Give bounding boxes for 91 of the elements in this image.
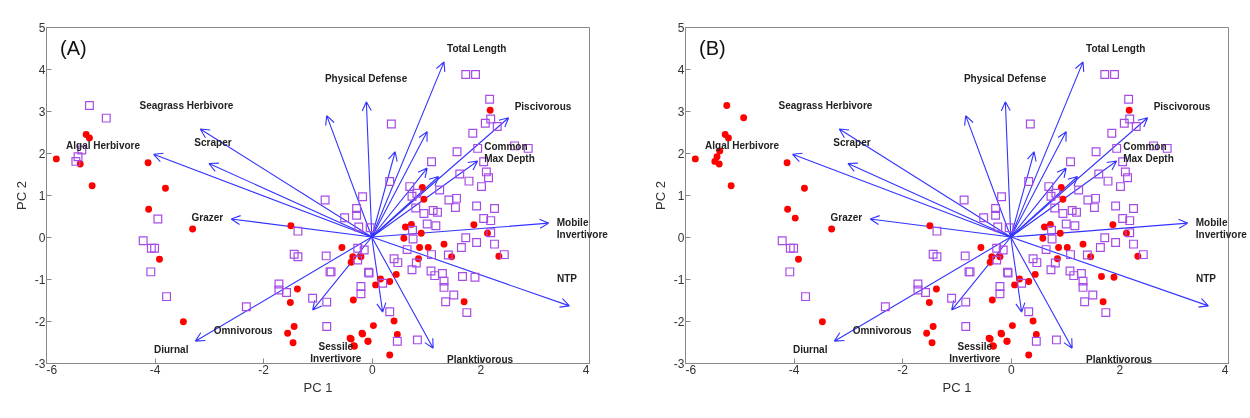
annotation: Grazer	[830, 211, 863, 223]
x-tick-label: -2	[897, 362, 909, 377]
text: (B)	[699, 37, 726, 59]
point	[392, 270, 400, 278]
point	[390, 317, 398, 325]
annotation: NTP	[1196, 272, 1217, 284]
point	[287, 222, 295, 230]
y-tick-label: 1	[38, 188, 46, 203]
point	[145, 205, 153, 213]
point	[338, 244, 346, 251]
point	[156, 255, 163, 263]
point	[424, 244, 432, 251]
annotation: Mobile Invertivore	[1195, 216, 1248, 240]
y-tick-label: 2	[38, 146, 46, 161]
x-tick-label: -2	[258, 362, 270, 377]
y-axis-title: PC 2	[13, 181, 29, 210]
annotation: Omnivorous	[213, 325, 274, 337]
annotation: Algal Herbivore	[66, 140, 141, 152]
point	[162, 184, 169, 192]
annotation: Diurnal	[153, 344, 189, 356]
point	[418, 183, 426, 191]
annotation: Sessile Invertivore	[949, 341, 1001, 365]
point	[286, 299, 294, 306]
x-tick-label: -4	[788, 362, 800, 377]
x-tick-label: -4	[149, 362, 161, 377]
x-axis-title: PC 1	[303, 379, 333, 395]
y-tick-label: 1	[677, 188, 685, 203]
annotation: NTP	[557, 272, 578, 284]
y-tick-label: 0	[677, 230, 685, 245]
annotation: Physical Defense	[324, 72, 408, 84]
point	[393, 330, 401, 338]
annotation: Total Length	[1086, 43, 1146, 55]
y-tick-label: -1	[34, 272, 46, 287]
y-tick-label: 4	[38, 62, 46, 77]
point	[402, 223, 409, 231]
point	[460, 298, 468, 306]
annotation: Seagrass Herbivore	[778, 99, 873, 111]
y-tick-label: 3	[38, 104, 46, 119]
point	[440, 240, 448, 248]
point	[386, 351, 394, 359]
annotation: Omnivorous	[852, 325, 913, 337]
annotation: Physical Defense	[963, 72, 1047, 84]
annotation: Algal Herbivore	[705, 140, 780, 152]
annotation: Total Length	[447, 43, 507, 55]
point	[369, 322, 377, 330]
point	[400, 234, 408, 242]
annotation: Mobile Invertivore	[556, 216, 609, 240]
point	[179, 318, 187, 326]
text: (A)	[60, 37, 87, 59]
point	[284, 329, 292, 337]
x-tick-label: 4	[582, 362, 590, 377]
y-tick-label: -1	[673, 272, 685, 287]
point	[189, 225, 197, 233]
point	[386, 278, 394, 285]
annotation: Grazer	[191, 211, 224, 223]
y-tick-label: 3	[677, 104, 685, 119]
point	[470, 221, 478, 229]
point	[417, 229, 425, 237]
point	[52, 155, 60, 163]
x-tick-label: 0	[1007, 362, 1015, 377]
point	[85, 134, 93, 142]
y-axis-title: PC 2	[652, 181, 668, 210]
annotation: Seagrass Herbivore	[139, 99, 234, 111]
y-tick-label: -3	[34, 356, 46, 371]
point	[349, 296, 357, 304]
point	[290, 323, 298, 330]
point	[486, 106, 494, 114]
x-axis-title: PC 1	[942, 379, 972, 395]
point	[420, 195, 428, 203]
y-tick-label: -3	[673, 356, 685, 371]
point	[416, 244, 424, 251]
x-tick-label: 0	[368, 362, 376, 377]
y-tick-label: -2	[34, 314, 46, 329]
point	[289, 339, 297, 347]
point	[88, 182, 96, 190]
annotation: Piscivorous	[1153, 101, 1211, 113]
y-tick-label: 5	[677, 20, 685, 35]
y-tick-label: 4	[677, 62, 685, 77]
point	[144, 159, 152, 167]
point	[372, 281, 380, 289]
annotation: Piscivorous	[514, 101, 572, 113]
y-tick-label: 0	[38, 230, 46, 245]
y-tick-label: 2	[677, 146, 685, 161]
annotation: Sessile Invertivore	[310, 341, 362, 365]
x-tick-label: 4	[1221, 362, 1229, 377]
x-tick-label: -6	[46, 362, 58, 377]
point	[293, 285, 301, 293]
y-tick-label: -2	[673, 314, 685, 329]
y-tick-label: 5	[38, 20, 46, 35]
x-tick-label: -6	[685, 362, 697, 377]
annotation: Diurnal	[792, 344, 828, 356]
